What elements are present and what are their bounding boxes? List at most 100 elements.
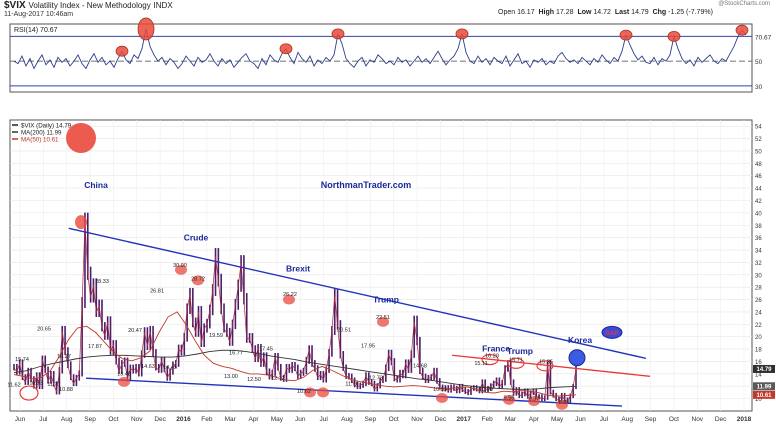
right-value-tag-label: 10.61 <box>756 393 772 399</box>
timestamp: 11-Aug-2017 10:46am <box>4 11 74 18</box>
price-value-label: 16.27 <box>57 354 71 360</box>
event-label-trump: Trump <box>507 346 533 356</box>
y-tick-label: 24 <box>755 310 762 316</box>
x-tick-label: Mar <box>225 416 237 423</box>
rsi-line <box>13 28 747 70</box>
last-value: 14.79 <box>631 9 649 16</box>
x-tick-label: Oct <box>389 416 399 423</box>
y-tick-label: 48 <box>755 162 762 168</box>
gap-label: GAP <box>605 331 618 337</box>
y-tick-label: 38 <box>755 224 762 230</box>
rsi-peak-marker <box>619 29 633 41</box>
price-value-label: 11.62 <box>7 383 20 389</box>
ohlc-readout: Open 16.17 High 17.28 Low 14.72 Last 14.… <box>498 9 713 16</box>
touch-marker <box>304 387 316 398</box>
low-label: Low <box>577 9 592 16</box>
rsi-peak-marker <box>115 45 129 57</box>
high-value: 17.28 <box>556 9 574 16</box>
right-value-tag <box>753 390 775 399</box>
right-value-tag-label: 14.79 <box>756 367 772 373</box>
x-tick-label: Apr <box>529 416 540 423</box>
y-tick-label: 28 <box>755 286 762 292</box>
low-value: 14.72 <box>593 9 611 16</box>
symbol: $VIX <box>4 0 26 11</box>
price-value-label: 14.63 <box>141 364 155 370</box>
change-value: -1.25 (-7.79%) <box>668 9 713 16</box>
y-tick-label: 36 <box>755 236 762 242</box>
x-tick-label: Dec <box>715 416 727 423</box>
rsi-peak-marker <box>455 28 469 40</box>
price-value-label: 15.11 <box>474 361 487 367</box>
x-tick-label: Apr <box>248 416 259 423</box>
x-tick-label: Nov <box>411 416 423 423</box>
price-line <box>13 222 577 402</box>
symbol-title: $VIX Volatility Index - New Methodology … <box>4 0 173 11</box>
event-label-brexit: Brexit <box>286 264 310 274</box>
y-tick-label: 54 <box>755 125 762 131</box>
china-spike-marker <box>66 123 96 153</box>
event-label-france: France <box>482 344 510 354</box>
china-peak-marker <box>75 215 87 230</box>
rsi-peak-marker <box>331 28 345 40</box>
touch-marker <box>528 396 540 407</box>
y-tick-label: 32 <box>755 261 762 267</box>
x-tick-label: Dec <box>435 416 447 423</box>
watermark-text: NorthmanTrader.com <box>321 180 412 190</box>
touch-marker <box>192 275 204 286</box>
y-tick-label: 42 <box>755 199 762 205</box>
price-value-label: 10.62 <box>297 389 311 395</box>
y-tick-label: 52 <box>755 137 762 143</box>
korea-marker <box>568 349 586 367</box>
x-tick-label: Jun <box>575 416 586 423</box>
price-value-label: 17.95 <box>361 343 375 349</box>
x-tick-label: 2016 <box>176 416 191 423</box>
price-value-label: 20.51 <box>337 328 351 334</box>
price-value-label: 10.90 <box>479 387 493 393</box>
y-tick-label: 44 <box>755 187 762 193</box>
price-value-label: 11.93 <box>29 381 42 387</box>
x-tick-label: Jul <box>600 416 609 423</box>
rsi-level-label: 70.67 <box>755 34 772 41</box>
change-label: Chg <box>652 9 667 16</box>
x-tick-label: Oct <box>108 416 118 423</box>
x-tick-label: Aug <box>621 416 633 423</box>
price-value-label: 16.77 <box>229 351 243 357</box>
y-tick-label: 40 <box>755 211 762 217</box>
price-value-label: 22.51 <box>376 315 390 321</box>
last-label: Last <box>614 9 630 16</box>
price-value-label: 15.71 <box>509 357 523 363</box>
price-value-label: 28.72 <box>191 277 205 283</box>
right-value-tag-label: 11.99 <box>757 384 772 390</box>
price-value-label: 11.71 <box>47 382 60 388</box>
y-tick-label: 10 <box>755 397 762 403</box>
x-tick-label: Feb <box>201 416 213 423</box>
y-tick-label: 22 <box>755 323 762 329</box>
y-tick-label: 34 <box>755 249 762 255</box>
price-value-label: 14.45 <box>163 365 177 371</box>
price-value-label: 15.74 <box>15 357 29 363</box>
event-label-korea: Korea <box>568 335 592 345</box>
price-value-label: 28.33 <box>95 279 109 285</box>
touch-marker <box>283 294 295 305</box>
legend-entry: MA(50) 10.61 <box>21 137 59 144</box>
rsi-peak-marker <box>137 17 155 41</box>
touch-marker <box>377 316 389 327</box>
price-value-label: 14.68 <box>413 364 427 370</box>
x-tick-label: May <box>551 416 564 423</box>
x-tick-label: 2017 <box>457 416 472 423</box>
rsi-peak-marker <box>667 30 681 42</box>
x-tick-label: Mar <box>505 416 517 423</box>
x-tick-label: Jun <box>295 416 306 423</box>
price-value-label: 26.22 <box>283 292 297 298</box>
x-tick-label: Jul <box>39 416 48 423</box>
x-tick-label: Nov <box>692 416 704 423</box>
x-tick-label: 2018 <box>737 416 752 423</box>
x-tick-label: Dec <box>154 416 166 423</box>
resistance-touch-marker <box>507 357 525 369</box>
rsi-level-label: 30 <box>755 84 763 91</box>
touch-marker <box>503 394 515 405</box>
y-tick-label: 18 <box>755 348 762 354</box>
price-value-label: 9.56 <box>504 395 515 401</box>
event-label-crude: Crude <box>184 233 209 243</box>
